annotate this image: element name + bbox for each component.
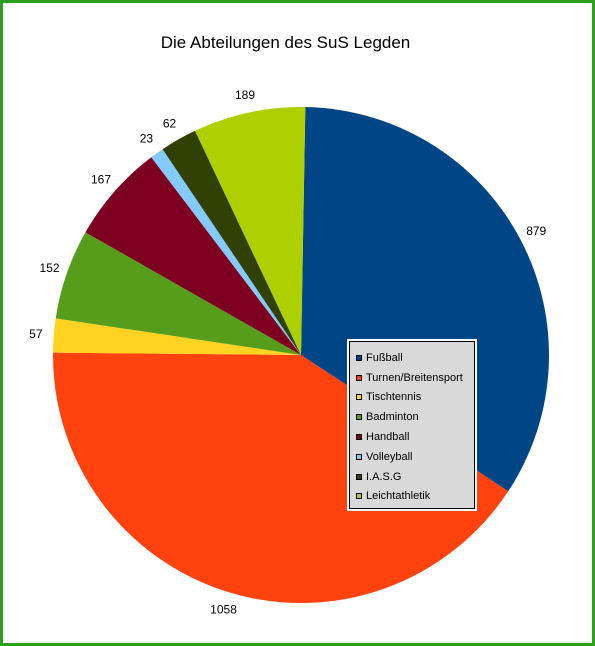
data-label-3: 152: [40, 261, 60, 275]
legend: Fußball Turnen/Breitensport Tischtennis Bad…: [347, 339, 477, 511]
legend-item-1: Turnen/Breitensport: [356, 368, 474, 388]
legend-label-4: Handball: [366, 431, 410, 444]
data-label-7: 189: [235, 88, 255, 102]
legend-label-6: I.A.S.G: [366, 470, 402, 483]
legend-label-2: Tischtennis: [366, 391, 422, 404]
pie-slice-1: [52, 352, 509, 603]
legend-label-5: Volleyball: [366, 450, 413, 463]
data-label-1: 1058: [210, 602, 237, 616]
pie-slice-6: [162, 130, 301, 355]
pie-slice-7: [195, 107, 306, 355]
legend-label-7: Leichtathletik: [366, 490, 431, 503]
legend-label-1: Turnen/Breitensport: [366, 371, 463, 384]
legend-item-5: Volleyball: [356, 447, 474, 467]
legend-swatch-0: [356, 354, 362, 361]
pie-chart: 879 1058 57 152 167 23 62 189: [29, 88, 549, 616]
legend-label-3: Badminton: [366, 411, 419, 424]
legend-item-6: I.A.S.G: [356, 467, 474, 487]
chart-title: Die Abteilungen des SuS Legden: [160, 33, 411, 52]
legend-swatch-6: [356, 473, 362, 480]
legend-item-3: Badminton: [356, 407, 474, 427]
data-label-6: 62: [163, 117, 177, 131]
legend-swatch-1: [356, 374, 362, 381]
legend-item-7: Leichtathletik: [356, 487, 474, 507]
data-label-4: 167: [91, 173, 111, 187]
legend-swatch-5: [356, 453, 362, 460]
pie-slice-2: [53, 318, 301, 355]
legend-swatch-7: [356, 493, 362, 500]
legend-label-0: Fußball: [366, 351, 403, 364]
pie-slice-5: [151, 149, 301, 355]
legend-item-2: Tischtennis: [356, 388, 474, 408]
legend-item-4: Handball: [356, 427, 474, 447]
data-label-5: 23: [140, 132, 154, 146]
data-label-2: 57: [29, 327, 43, 341]
legend-swatch-2: [356, 394, 362, 401]
pie-slice-3: [55, 232, 302, 355]
legend-item-0: Fußball: [356, 348, 474, 368]
legend-swatch-4: [356, 434, 362, 441]
data-label-0: 879: [526, 224, 546, 238]
legend-swatch-3: [356, 414, 362, 421]
pie-slice-4: [85, 157, 301, 355]
